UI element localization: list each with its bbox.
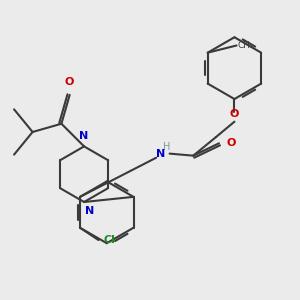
Text: O: O: [230, 110, 239, 119]
Text: O: O: [226, 138, 236, 148]
Text: N: N: [80, 131, 89, 141]
Text: Cl: Cl: [104, 235, 116, 245]
Text: CH₃: CH₃: [238, 41, 254, 50]
Text: H: H: [163, 142, 170, 152]
Text: N: N: [85, 206, 94, 216]
Text: N: N: [156, 148, 165, 159]
Text: O: O: [65, 77, 74, 87]
